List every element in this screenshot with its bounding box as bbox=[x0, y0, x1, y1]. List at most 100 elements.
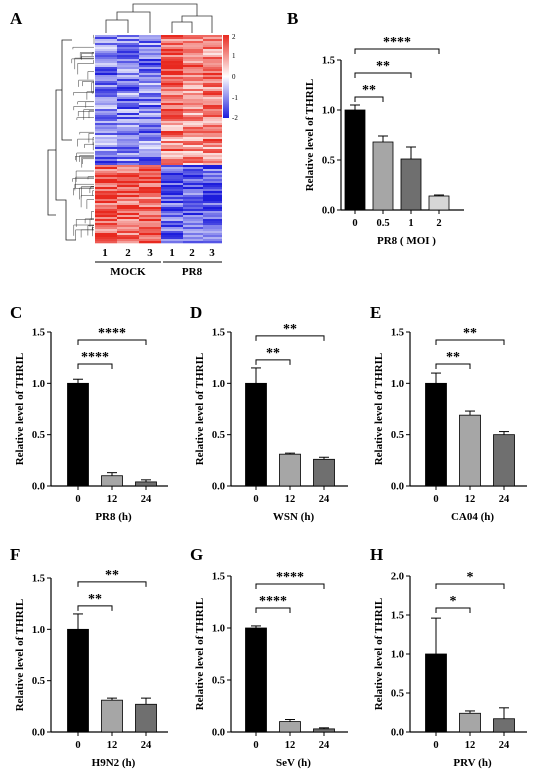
heatmap-cell bbox=[183, 137, 203, 140]
heatmap-cell bbox=[139, 49, 161, 52]
heatmap-cell bbox=[139, 95, 161, 98]
heatmap-cell bbox=[139, 197, 161, 200]
heatmap-column-label: 1 bbox=[169, 247, 175, 259]
heatmap-cell bbox=[117, 101, 139, 104]
heatmap-cell bbox=[95, 79, 117, 82]
heatmap-cell bbox=[161, 135, 183, 138]
heatmap-cell bbox=[139, 143, 161, 146]
heatmap-cell bbox=[183, 155, 203, 158]
heatmap-cell bbox=[161, 89, 183, 92]
heatmap-cell bbox=[95, 159, 117, 162]
heatmap-cell bbox=[139, 133, 161, 136]
heatmap-cell bbox=[183, 85, 203, 88]
heatmap-cell bbox=[183, 45, 203, 48]
heatmap-cell bbox=[117, 117, 139, 120]
heatmap-cell bbox=[95, 125, 117, 128]
significance-label: ** bbox=[446, 350, 460, 365]
heatmap-cell bbox=[95, 153, 117, 156]
heatmap-cell bbox=[117, 43, 139, 46]
heatmap-cell bbox=[203, 49, 222, 52]
heatmap-cell bbox=[117, 41, 139, 44]
heatmap-cell bbox=[203, 217, 222, 220]
heatmap-cell bbox=[117, 229, 139, 232]
x-tick-label: 24 bbox=[499, 494, 510, 505]
heatmap-cells bbox=[95, 35, 222, 244]
heatmap-cell bbox=[95, 61, 117, 64]
y-tick-label: 1.0 bbox=[212, 624, 225, 635]
heatmap-cell bbox=[203, 89, 222, 92]
x-axis-label: PR8 ( MOI ) bbox=[377, 235, 436, 247]
colorbar-gradient bbox=[223, 35, 229, 118]
heatmap-cell bbox=[117, 65, 139, 68]
heatmap-cell bbox=[117, 127, 139, 130]
heatmap-cell bbox=[117, 77, 139, 80]
heatmap-cell bbox=[203, 237, 222, 240]
panel-label-h: H bbox=[370, 545, 383, 564]
heatmap-cell bbox=[117, 97, 139, 100]
heatmap-cell bbox=[139, 105, 161, 108]
heatmap-cell bbox=[117, 37, 139, 40]
significance-bracket bbox=[77, 339, 147, 345]
heatmap-cell bbox=[161, 237, 183, 240]
heatmap-cell bbox=[183, 185, 203, 188]
bar-chart-d: 0.0 0.5 1.0 1.5 Relative level of THRIL 0 12 24… bbox=[194, 322, 348, 523]
heatmap-cell bbox=[161, 35, 183, 38]
heatmap-cell bbox=[95, 83, 117, 86]
heatmap-cell bbox=[95, 91, 117, 94]
heatmap-cell bbox=[139, 55, 161, 58]
heatmap-cell bbox=[161, 121, 183, 124]
heatmap-cell bbox=[183, 135, 203, 138]
heatmap-cell bbox=[203, 175, 222, 178]
heatmap-cell bbox=[117, 91, 139, 94]
heatmap-cell bbox=[117, 203, 139, 206]
bar bbox=[245, 627, 267, 733]
heatmap-cell bbox=[117, 113, 139, 116]
heatmap-cell bbox=[203, 195, 222, 198]
heatmap-cell bbox=[117, 201, 139, 204]
heatmap-cell bbox=[183, 115, 203, 118]
heatmap-cell bbox=[117, 83, 139, 86]
heatmap-cell bbox=[203, 47, 222, 50]
heatmap-cell bbox=[161, 139, 183, 142]
heatmap-cell bbox=[161, 127, 183, 130]
colorbar-tick: -2 bbox=[232, 114, 238, 122]
heatmap-cell bbox=[117, 35, 139, 38]
heatmap-cell bbox=[95, 175, 117, 178]
heatmap-cell bbox=[161, 221, 183, 224]
heatmap-cell bbox=[203, 151, 222, 154]
heatmap-cell bbox=[117, 195, 139, 198]
heatmap-cell bbox=[183, 67, 203, 70]
heatmap-cell bbox=[139, 47, 161, 50]
heatmap-cell bbox=[139, 179, 161, 182]
heatmap-cell bbox=[161, 145, 183, 148]
y-tick-label: 1.0 bbox=[212, 379, 225, 390]
heatmap-cell bbox=[203, 95, 222, 98]
heatmap-cell bbox=[203, 119, 222, 122]
heatmap-cell bbox=[203, 61, 222, 64]
heatmap-cell bbox=[183, 103, 203, 106]
heatmap-cell bbox=[139, 235, 161, 238]
heatmap-cell bbox=[203, 229, 222, 232]
heatmap-cell bbox=[161, 181, 183, 184]
x-tick-label: 0 bbox=[433, 494, 438, 505]
heatmap-cell bbox=[95, 87, 117, 90]
heatmap-cell bbox=[203, 105, 222, 108]
significance-label: **** bbox=[259, 594, 287, 609]
heatmap-cell bbox=[183, 73, 203, 76]
bar bbox=[459, 712, 481, 733]
heatmap-cell bbox=[203, 43, 222, 46]
heatmap-cell bbox=[161, 85, 183, 88]
significance-bracket bbox=[435, 583, 505, 589]
heatmap-cell bbox=[139, 147, 161, 150]
heatmap-cell bbox=[183, 79, 203, 82]
heatmap-cell bbox=[139, 117, 161, 120]
bar bbox=[428, 195, 450, 211]
heatmap-cell bbox=[183, 39, 203, 42]
heatmap-cell bbox=[95, 181, 117, 184]
heatmap-cell bbox=[203, 221, 222, 224]
heatmap-cell bbox=[183, 145, 203, 148]
heatmap-cell bbox=[203, 197, 222, 200]
heatmap-cell bbox=[139, 159, 161, 162]
heatmap-cell bbox=[117, 151, 139, 154]
heatmap-cell bbox=[183, 199, 203, 202]
